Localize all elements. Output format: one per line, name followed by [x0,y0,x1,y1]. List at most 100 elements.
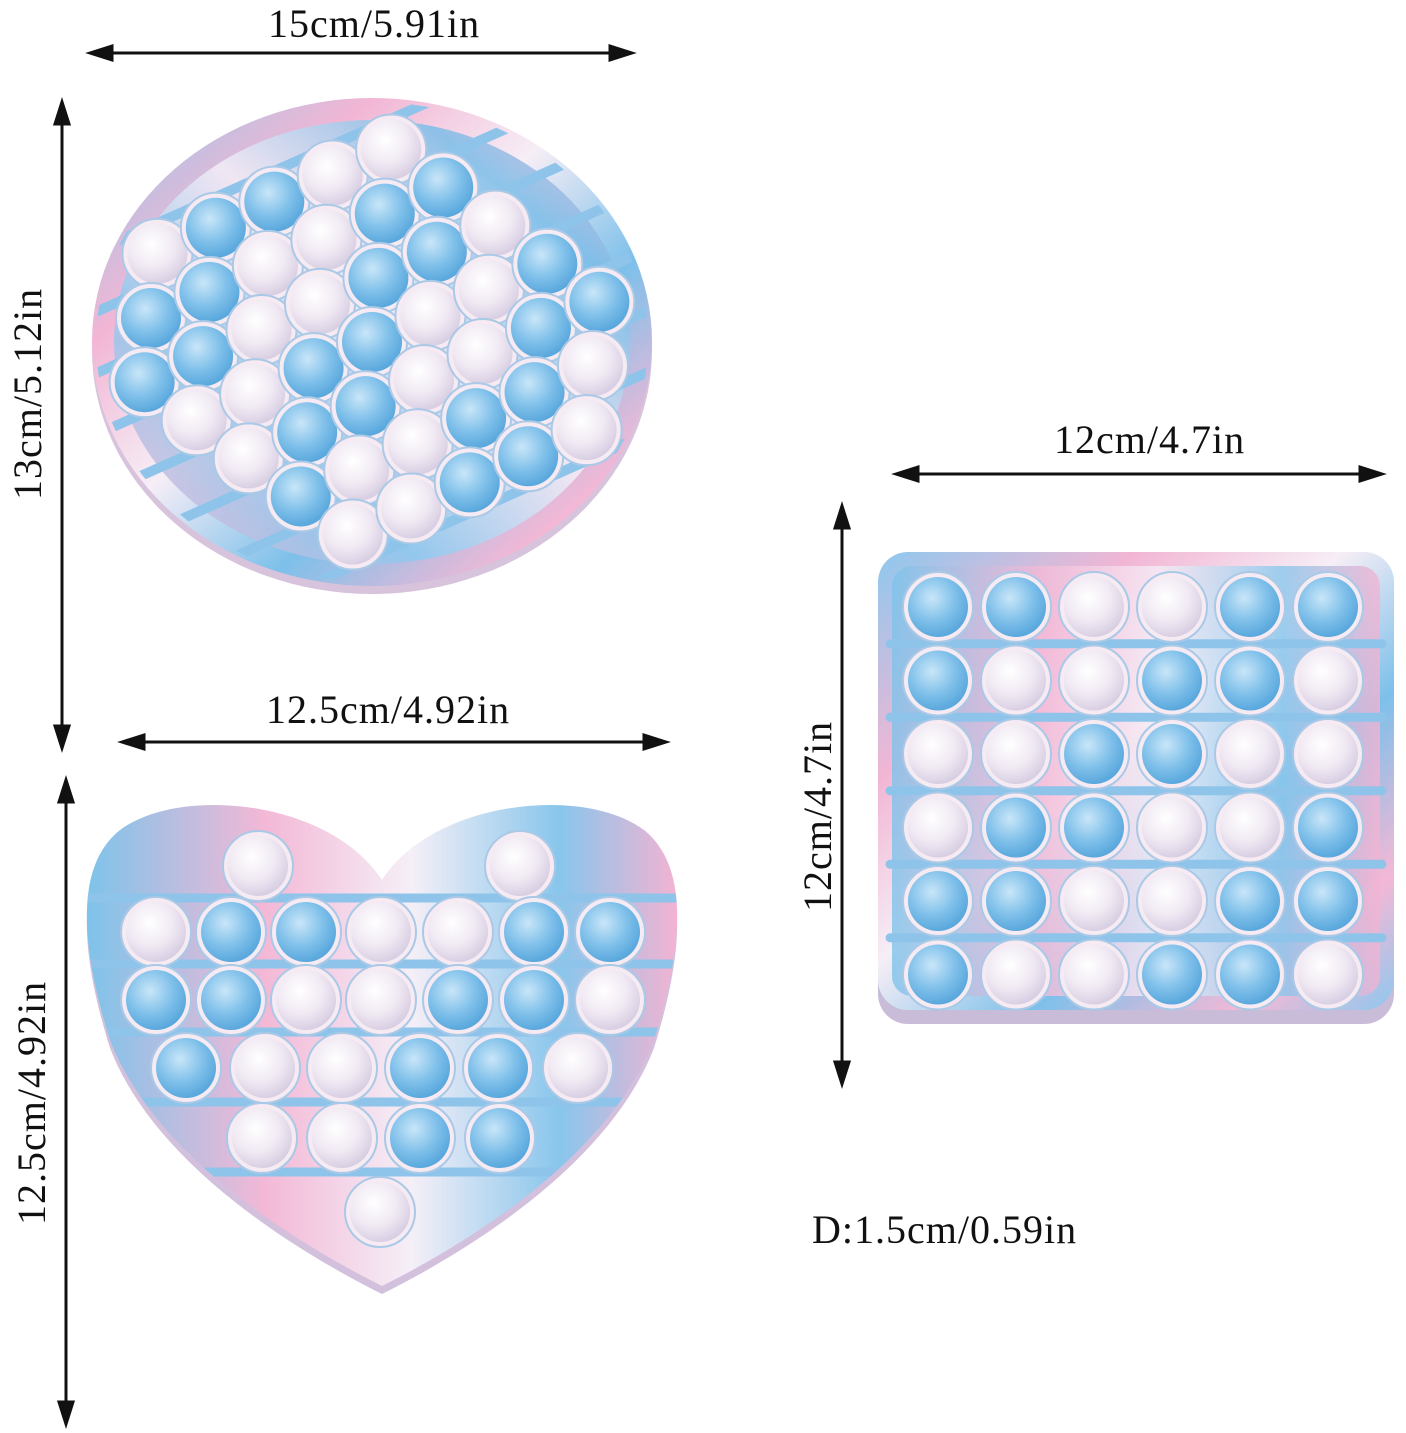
heart-bubble [504,902,564,962]
round-bubble [231,300,292,361]
round-bubble [361,119,422,180]
round-bubble [237,235,298,296]
square-bubble [908,797,968,858]
round-bubble [225,364,286,425]
square-bubble [986,797,1046,858]
round-bubble [335,376,396,437]
square-bubble [1064,871,1124,931]
round-bubble [270,466,331,527]
round-bubble [283,338,344,399]
round-bubble [556,400,617,461]
heart-bubble [201,970,261,1030]
heart-bubble [351,902,411,962]
square-bubble [986,944,1046,1005]
round-bubble [166,390,227,451]
heart-bubble [235,1038,295,1098]
round-bubble [439,452,500,513]
depth-label: D:1.5cm/0.59in [812,1207,1078,1252]
square-bubble [908,650,968,711]
square-bubble [1298,724,1358,784]
square-bubble [1298,650,1358,711]
square-bubble [1298,797,1358,858]
round-bubble [121,288,182,349]
circle-width-label: 15cm/5.91in [268,1,481,46]
round-bubble [296,209,357,270]
square-bubble [986,577,1046,637]
square-bubble [1142,577,1202,637]
round-bubble [185,197,246,258]
square-bubble [1220,577,1280,637]
square-bubble [1298,577,1358,637]
round-bubble [329,440,390,501]
square-bubble [986,871,1046,931]
round-bubble [406,221,467,282]
round-bubble [446,388,507,449]
heart-height-arrow [56,775,76,1429]
heart-width-label: 12.5cm/4.92in [266,687,511,732]
heart-bubble [312,1038,372,1098]
round-bubble [244,171,305,232]
round-bubble [517,233,578,294]
round-bubble [127,223,188,284]
heart-bubble [580,970,640,1030]
square-bubble [1142,944,1202,1005]
square-bubble [1064,577,1124,637]
round-bubble [452,323,513,384]
square-bubble [908,577,968,637]
round-bubble [173,326,234,387]
square-width-label: 12cm/4.7in [1054,417,1246,462]
round-bubble [218,428,279,489]
round-bubble [465,195,526,256]
heart-pop-it-icon [86,804,678,1294]
round-bubble [498,426,559,487]
heart-bubble [126,902,186,962]
heart-bubble [428,970,488,1030]
circle-width-arrow [85,43,637,63]
round-bubble [458,259,519,320]
heart-bubble [350,1182,410,1242]
heart-bubble [390,1038,450,1098]
heart-bubble [580,902,640,962]
square-bubble [1142,871,1202,931]
heart-bubble [504,970,564,1030]
square-bubble [1220,650,1280,711]
circle-height-arrow [52,97,72,753]
heart-bubble [126,970,186,1030]
round-bubble [322,504,383,565]
round-bubble [179,261,240,322]
round-bubble [342,312,402,372]
round-bubble [289,273,350,334]
square-bubble [1064,944,1124,1005]
square-bubble [1142,797,1202,858]
square-bubble [1298,871,1358,931]
square-bubble [1064,724,1124,784]
heart-bubble [228,836,288,896]
square-width-arrow [891,464,1387,484]
square-bubble [1220,797,1280,858]
square-bubble [1142,650,1202,711]
square-pop-it-icon [878,552,1394,1024]
round-bubble [302,145,363,206]
heart-bubble [390,1108,450,1168]
heart-bubble [468,1038,528,1098]
round-bubble [348,247,409,308]
round-bubble [400,285,461,346]
round-bubble [394,350,455,411]
round-bubble [381,478,442,539]
heart-bubble [490,836,550,896]
round-pop-it-icon [92,98,652,594]
round-bubble [277,402,338,463]
square-bubble [1064,797,1124,858]
square-bubble [986,724,1046,784]
heart-bubble [201,902,261,962]
round-bubble [354,183,415,244]
heart-bubble [232,1108,292,1168]
round-bubble [569,271,630,332]
heart-bubble [428,902,488,962]
square-bubble [1142,724,1202,784]
square-bubble [908,871,968,931]
heart-width-arrow [117,732,671,752]
heart-bubble [156,1038,216,1098]
heart-bubble [548,1038,608,1098]
